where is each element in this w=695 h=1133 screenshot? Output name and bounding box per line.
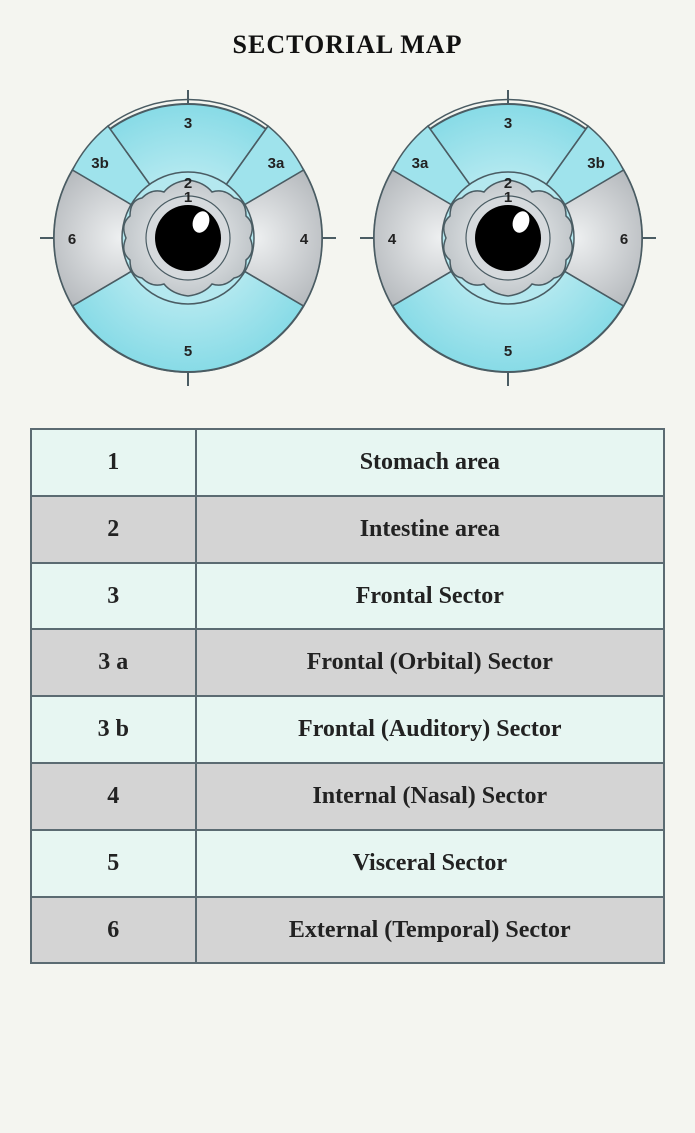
table-row: 3 aFrontal (Orbital) Sector	[31, 629, 664, 696]
legend-key: 3 b	[31, 696, 196, 763]
table-row: 3Frontal Sector	[31, 563, 664, 630]
legend-label: Frontal (Orbital) Sector	[196, 629, 664, 696]
table-row: 3 bFrontal (Auditory) Sector	[31, 696, 664, 763]
legend-label: Intestine area	[196, 496, 664, 563]
label-5: 5	[503, 343, 511, 360]
page-title: SECTORIAL MAP	[30, 30, 665, 60]
table-row: 1Stomach area	[31, 429, 664, 496]
label-3: 3	[503, 115, 511, 132]
label-3: 3	[183, 115, 191, 132]
legend-key: 5	[31, 830, 196, 897]
eye-left: 3 3b 3a 6 4 5 2 1	[38, 88, 338, 388]
label-5: 5	[183, 343, 191, 360]
legend-label: Visceral Sector	[196, 830, 664, 897]
legend-key: 3 a	[31, 629, 196, 696]
table-row: 5Visceral Sector	[31, 830, 664, 897]
label-6: 6	[67, 231, 75, 248]
legend-label: External (Temporal) Sector	[196, 897, 664, 964]
label-1: 1	[503, 189, 511, 206]
legend-label: Frontal (Auditory) Sector	[196, 696, 664, 763]
label-6: 6	[619, 231, 627, 248]
label-3b: 3b	[91, 155, 109, 172]
label-3b: 3b	[587, 155, 605, 172]
table-row: 4Internal (Nasal) Sector	[31, 763, 664, 830]
label-4: 4	[299, 231, 308, 248]
label-3a: 3a	[267, 155, 284, 172]
label-4: 4	[387, 231, 396, 248]
table-row: 2Intestine area	[31, 496, 664, 563]
legend-key: 6	[31, 897, 196, 964]
legend-label: Stomach area	[196, 429, 664, 496]
table-row: 6External (Temporal) Sector	[31, 897, 664, 964]
legend-key: 3	[31, 563, 196, 630]
legend-table: 1Stomach area2Intestine area3Frontal Sec…	[30, 428, 665, 964]
legend-key: 1	[31, 429, 196, 496]
eye-diagrams: 3 3b 3a 6 4 5 2 1	[30, 88, 665, 388]
legend-label: Frontal Sector	[196, 563, 664, 630]
label-3a: 3a	[411, 155, 428, 172]
legend-key: 2	[31, 496, 196, 563]
legend-key: 4	[31, 763, 196, 830]
page: SECTORIAL MAP	[0, 0, 695, 1004]
eye-right: 3 3a 3b 4 6 5 2 1	[358, 88, 658, 388]
legend-label: Internal (Nasal) Sector	[196, 763, 664, 830]
label-1: 1	[183, 189, 191, 206]
